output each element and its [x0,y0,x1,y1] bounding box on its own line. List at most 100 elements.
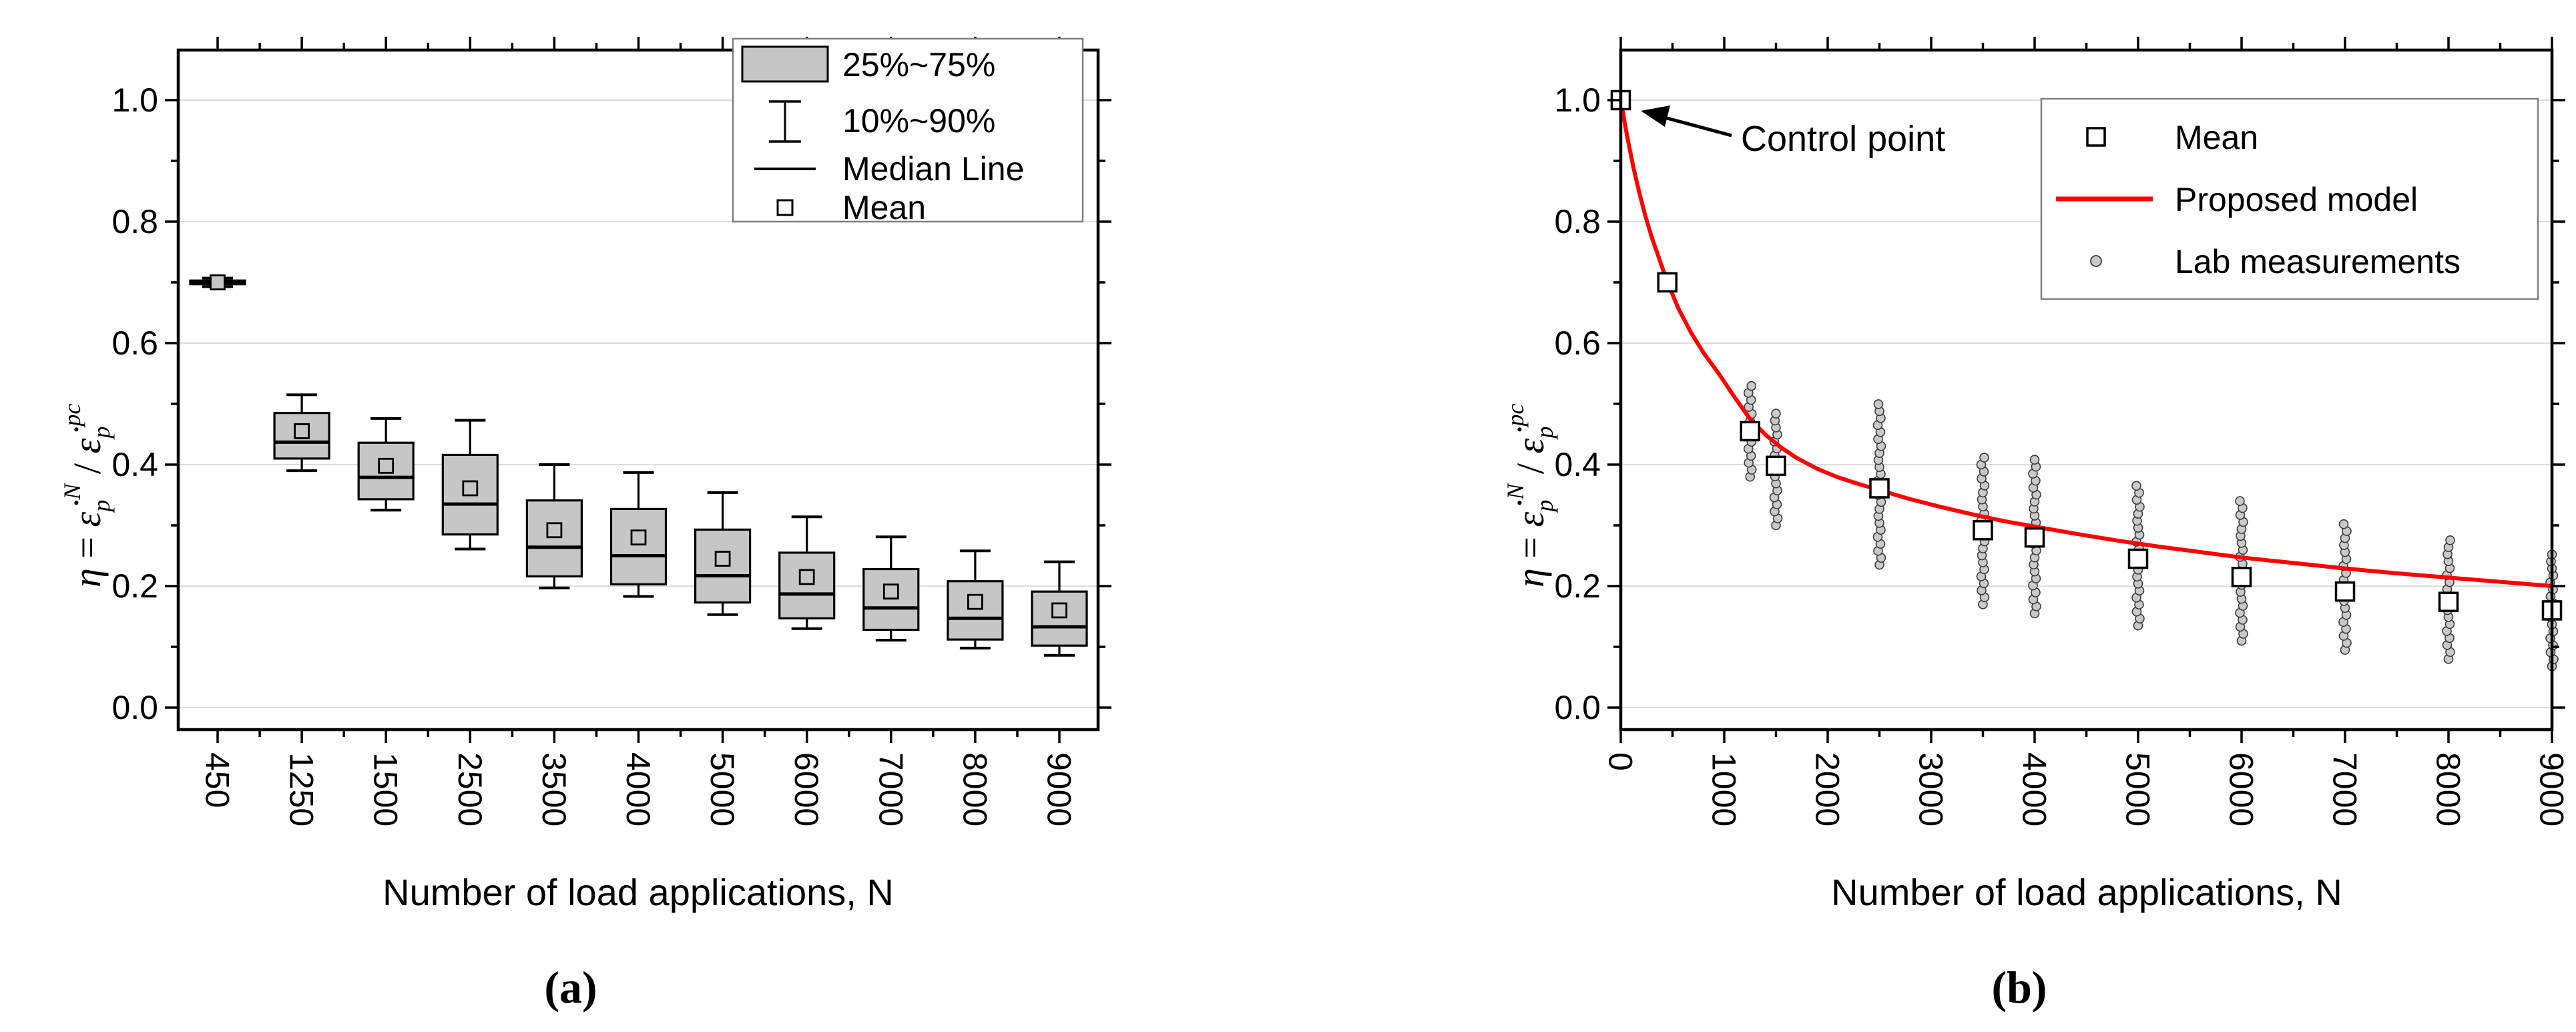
x-tick-label: 1250 [283,752,320,826]
mean-marker [462,480,479,497]
y-tick-label: 0.8 [1554,203,1601,240]
x-tick-label: 2000 [1809,752,1846,826]
legend-b-label-mean: Mean [2175,119,2258,156]
y-tick-label: 1.0 [111,81,158,119]
legend-b-mean-swatch [2086,127,2106,147]
lab-cluster-2500 [1872,399,1886,570]
panel-b-legend-markers [2040,97,2539,300]
x-tick-label: 4000 [2016,752,2053,826]
lab-cluster-6000 [2235,496,2248,646]
box-group-1250 [273,393,330,473]
legend-b-label-model: Proposed model [2175,181,2418,218]
panel-a-gridlines [178,99,1098,708]
box-group-7000 [862,535,920,641]
lab-point [1873,399,1884,409]
panel-b-x-axis-title: Number of load applications, N [1831,871,2342,913]
x-tick-label: 8000 [956,752,993,826]
x-tick-label: 7000 [2326,752,2364,826]
legend-a-iqr-swatch [741,45,829,83]
mean-marker-6000 [2231,567,2252,587]
x-tick-label: 9000 [1041,752,1078,826]
legend-b-lab-swatch [2090,255,2102,267]
x-tick-label: 8000 [2430,752,2467,826]
panel-a-axes-frame: 0.0 0.2 0.4 0.6 0.8 1.0 450 1250 1500 2500 3500 400… [111,37,1111,826]
lab-point [2338,519,2349,529]
y-tick-label: 0.2 [1554,567,1601,605]
y-tick-label: 0.8 [111,203,158,240]
iqr-box [694,528,752,604]
mean-marker-5000 [2127,548,2149,569]
y-tick-label: 0.6 [1554,324,1601,362]
iqr-box [862,567,920,631]
x-tick-label: 1500 [367,752,405,826]
control-point-annotation: Control point [1741,119,1945,159]
mean-marker-3500 [1973,520,1993,541]
control-point-arrow [1641,105,1732,138]
lab-point [2131,481,2141,491]
lab-point [1771,409,1781,419]
legend-a-label-mean: Mean [842,189,926,226]
panel-b-axes-frame: 0.0 0.2 0.4 0.6 0.8 1.0 0 1000 2000 3000 4000 5000 6… [1554,37,2571,826]
legend-a-mean-swatch [776,199,794,216]
box-group-4000 [609,471,668,598]
mean-marker [210,274,226,290]
x-tick-label: 6000 [2223,752,2260,826]
iqr-box [273,412,330,460]
iqr-box [609,507,668,585]
x-tick-label: 2500 [451,752,489,826]
y-axis-title: η = ε̇pN / ε̇ppc [1502,404,1558,587]
iqr-box [1031,590,1088,647]
lab-cluster-4000 [2028,455,2041,619]
mean-marker-7000 [2334,581,2356,602]
panel-a-caption: (a) [544,962,597,1013]
box-group-2500 [441,419,499,551]
mean-marker-8000 [2438,591,2459,612]
box-group-6000 [778,515,836,630]
x-tick-label: 3500 [535,752,573,826]
lab-point [1746,380,1757,391]
mean-marker [546,522,563,539]
mean-marker [714,551,731,567]
arrow-head [1641,105,1670,127]
y-tick-label: 0.0 [111,689,158,726]
mean-marker [798,569,815,585]
y-tick-label: 0.2 [111,567,158,605]
panel-a-y-axis-formula: η = ε̇pN / ε̇ppc [59,404,115,587]
box-group-1500 [357,417,415,512]
box-group-9000 [1031,560,1088,657]
lab-point [2029,455,2040,465]
panel-a-x-axis-title: Number of load applications, N [382,871,894,913]
x-tick-label: 5000 [704,752,741,826]
mean-marker-1250 [1740,421,1760,442]
legend-a-label-whisker: 10%~90% [842,102,995,140]
lab-point [2235,496,2245,506]
panel-b-y-axis-formula: η = ε̇pN / ε̇ppc [1502,404,1558,587]
x-tick-label: 3000 [1912,752,1950,826]
lab-point [2445,535,2455,545]
panel-b-caption: (b) [1991,962,2047,1013]
mean-marker-4000 [2024,527,2045,548]
panel-b-series [1610,89,2563,672]
mean-marker-2500 [1869,478,1890,499]
box-group-3500 [525,463,583,589]
mean-marker [294,423,310,439]
mean-marker-450 [1657,272,1678,293]
x-tick-label: 9000 [2533,752,2571,826]
box-group-5000 [694,491,752,616]
legend-a-label-median: Median Line [842,150,1024,188]
y-tick-label: 0.4 [111,446,158,483]
box-group-8000 [947,549,1004,650]
legend-b-label-lab: Lab measurements [2175,243,2461,280]
mean-marker-1500 [1766,455,1786,477]
mean-marker [882,583,899,600]
x-tick-label: 1000 [1706,752,1743,826]
iqr-box [778,551,836,619]
x-tick-label: 0 [1602,752,1639,771]
y-tick-label: 1.0 [1554,81,1601,119]
x-tick-label: 4000 [619,752,657,826]
mean-marker [967,593,983,610]
tick-marks [1607,37,2565,743]
x-tick-label: 450 [199,752,236,808]
